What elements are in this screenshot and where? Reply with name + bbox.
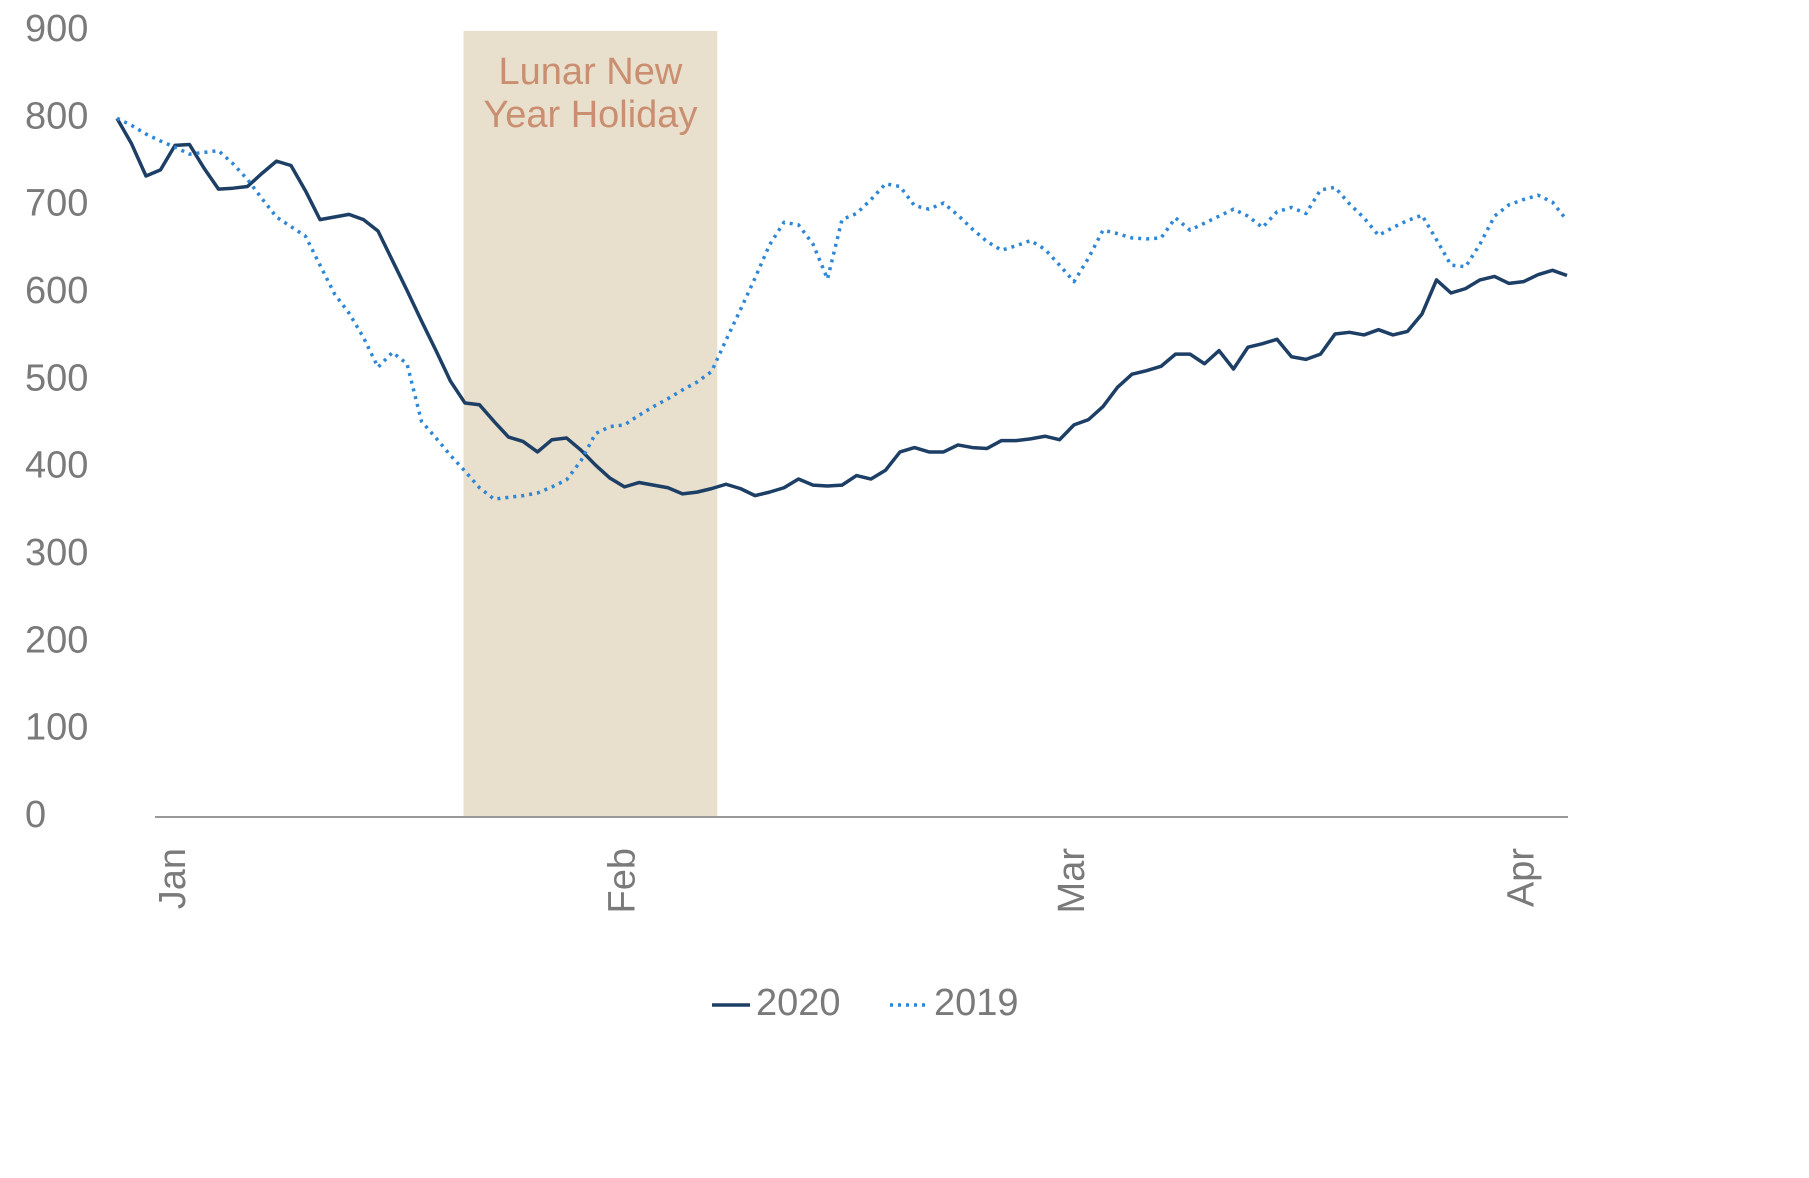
legend-label: 2019 xyxy=(934,982,1019,1024)
y-tick-label: 300 xyxy=(25,532,88,574)
holiday-band xyxy=(463,31,718,817)
series-line xyxy=(115,117,1568,498)
x-tick-label: Apr xyxy=(1501,848,1543,907)
legend-label: 2020 xyxy=(756,982,841,1024)
y-tick-label: 500 xyxy=(25,357,88,399)
x-tick-label: Feb xyxy=(602,848,644,913)
annotation-text: Lunar New xyxy=(499,51,683,93)
annotation-text: Year Holiday xyxy=(483,94,697,136)
y-tick-label: 200 xyxy=(25,619,88,661)
y-tick-label: 100 xyxy=(25,707,88,749)
series-line xyxy=(116,116,1569,501)
y-tick-label: 600 xyxy=(25,270,88,312)
y-tick-label: 400 xyxy=(25,445,88,487)
x-tick-label: Jan xyxy=(152,848,194,909)
y-tick-label: 0 xyxy=(25,794,46,836)
y-tick-label: 900 xyxy=(25,8,88,50)
y-tick-label: 700 xyxy=(25,183,88,225)
x-tick-label: Mar xyxy=(1051,848,1093,914)
y-tick-label: 800 xyxy=(25,95,88,137)
